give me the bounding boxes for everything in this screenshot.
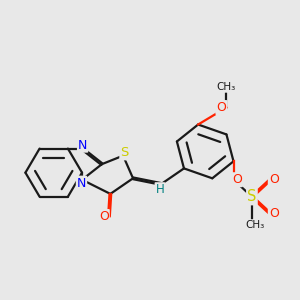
Text: O: O — [216, 101, 226, 114]
Text: O: O — [232, 173, 242, 186]
Text: O: O — [269, 173, 279, 186]
Text: O: O — [269, 207, 279, 220]
Text: CH₃: CH₃ — [246, 220, 265, 230]
Text: N: N — [77, 177, 86, 190]
Text: O: O — [99, 210, 109, 223]
Text: S: S — [247, 189, 256, 204]
Text: CH₃: CH₃ — [217, 82, 236, 92]
Text: H: H — [155, 183, 164, 196]
Text: S: S — [120, 146, 129, 159]
Text: N: N — [78, 139, 87, 152]
